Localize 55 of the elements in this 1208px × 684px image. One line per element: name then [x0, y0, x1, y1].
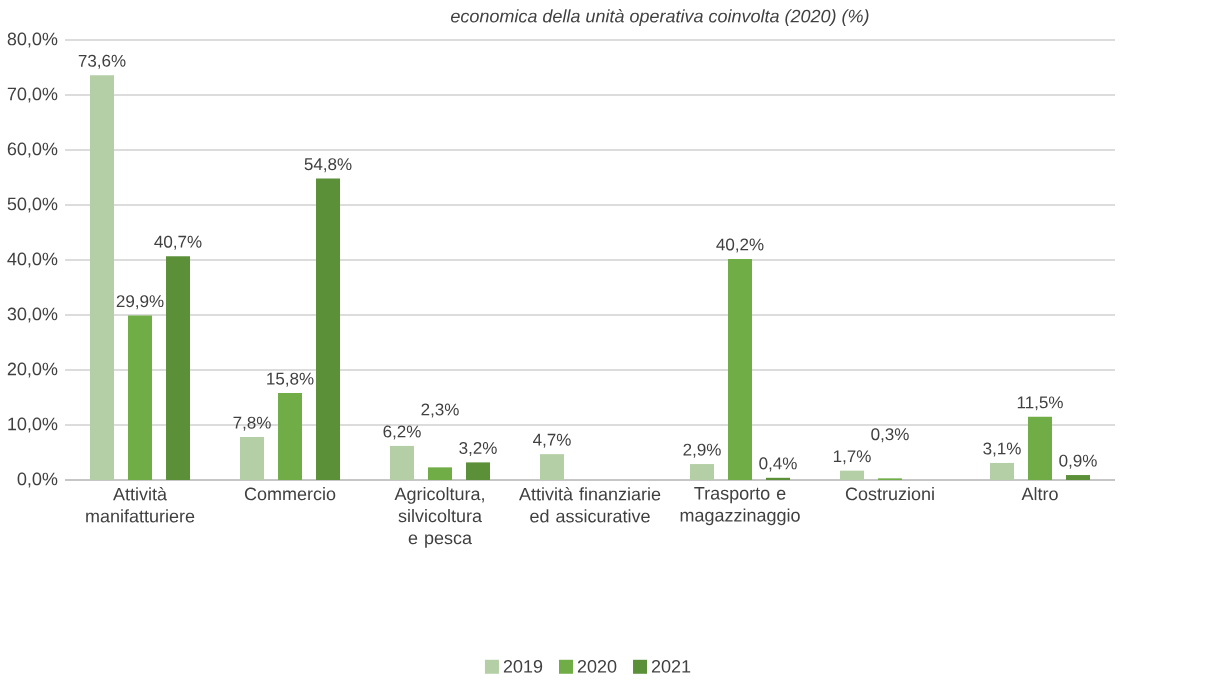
y-tick-label: 80,0% — [7, 32, 58, 48]
bar — [240, 437, 265, 481]
bar — [990, 463, 1015, 481]
chart-title: economica della unità operativa coinvolta (2020) (%) — [450, 9, 869, 27]
legend-label: 2020 — [577, 660, 617, 673]
y-tick-label: 70,0% — [7, 87, 58, 103]
data-label: 2,9% — [683, 443, 721, 458]
data-label: 3,1% — [983, 442, 1021, 457]
x-tick-label: Altro — [1021, 487, 1058, 501]
y-tick-label: 0,0% — [17, 472, 58, 488]
data-label: 40,2% — [716, 238, 764, 253]
data-label: 2,3% — [421, 403, 459, 418]
data-label: 40,7% — [154, 235, 202, 250]
bar — [766, 478, 791, 481]
x-tick-label: Attività manifatturiere — [86, 487, 195, 523]
data-label: 54,8% — [304, 158, 352, 173]
data-label: 0,4% — [759, 457, 797, 472]
x-tick-label: Trasporto e magazzinaggio — [680, 487, 800, 526]
bar — [316, 178, 341, 481]
bar — [1066, 475, 1091, 481]
bar — [1028, 416, 1053, 481]
data-label: 3,2% — [459, 442, 497, 457]
data-label: 15,8% — [267, 372, 314, 387]
bar — [690, 464, 715, 481]
bar — [128, 315, 153, 481]
data-label: 0,9% — [1059, 454, 1097, 469]
data-label: 1,7% — [833, 450, 871, 465]
bar — [540, 454, 565, 481]
bar — [278, 393, 303, 481]
legend-label: 2019 — [503, 660, 543, 673]
bar — [840, 470, 865, 481]
bar — [466, 462, 491, 481]
data-label: 29,9% — [116, 295, 164, 310]
bar — [166, 256, 191, 481]
x-tick-label: Attività finanziarie ed assicurative — [519, 487, 661, 523]
x-tick-label: Costruzioni — [845, 487, 934, 501]
y-tick-label: 40,0% — [7, 252, 58, 268]
y-tick-label: 30,0% — [7, 307, 58, 323]
bar — [90, 75, 115, 481]
legend-label: 2021 — [651, 660, 691, 673]
y-tick-label: 10,0% — [8, 417, 58, 433]
data-label: 4,7% — [533, 433, 571, 448]
x-tick-label: Agricoltura, silvicoltura e pesca — [394, 487, 484, 549]
data-label: 7,8% — [233, 416, 271, 431]
data-label: 73,6% — [78, 54, 126, 70]
y-tick-label: 60,0% — [7, 142, 58, 158]
bar — [728, 259, 753, 481]
y-tick-label: 20,0% — [7, 362, 58, 378]
x-tick-label: Commercio — [244, 487, 336, 501]
data-label: 0,3% — [871, 428, 909, 443]
data-label: 11,5% — [1017, 396, 1063, 411]
y-tick-label: 50,0% — [7, 197, 58, 213]
bar — [390, 446, 415, 481]
data-label: 6,2% — [383, 425, 421, 440]
bar — [428, 467, 453, 481]
